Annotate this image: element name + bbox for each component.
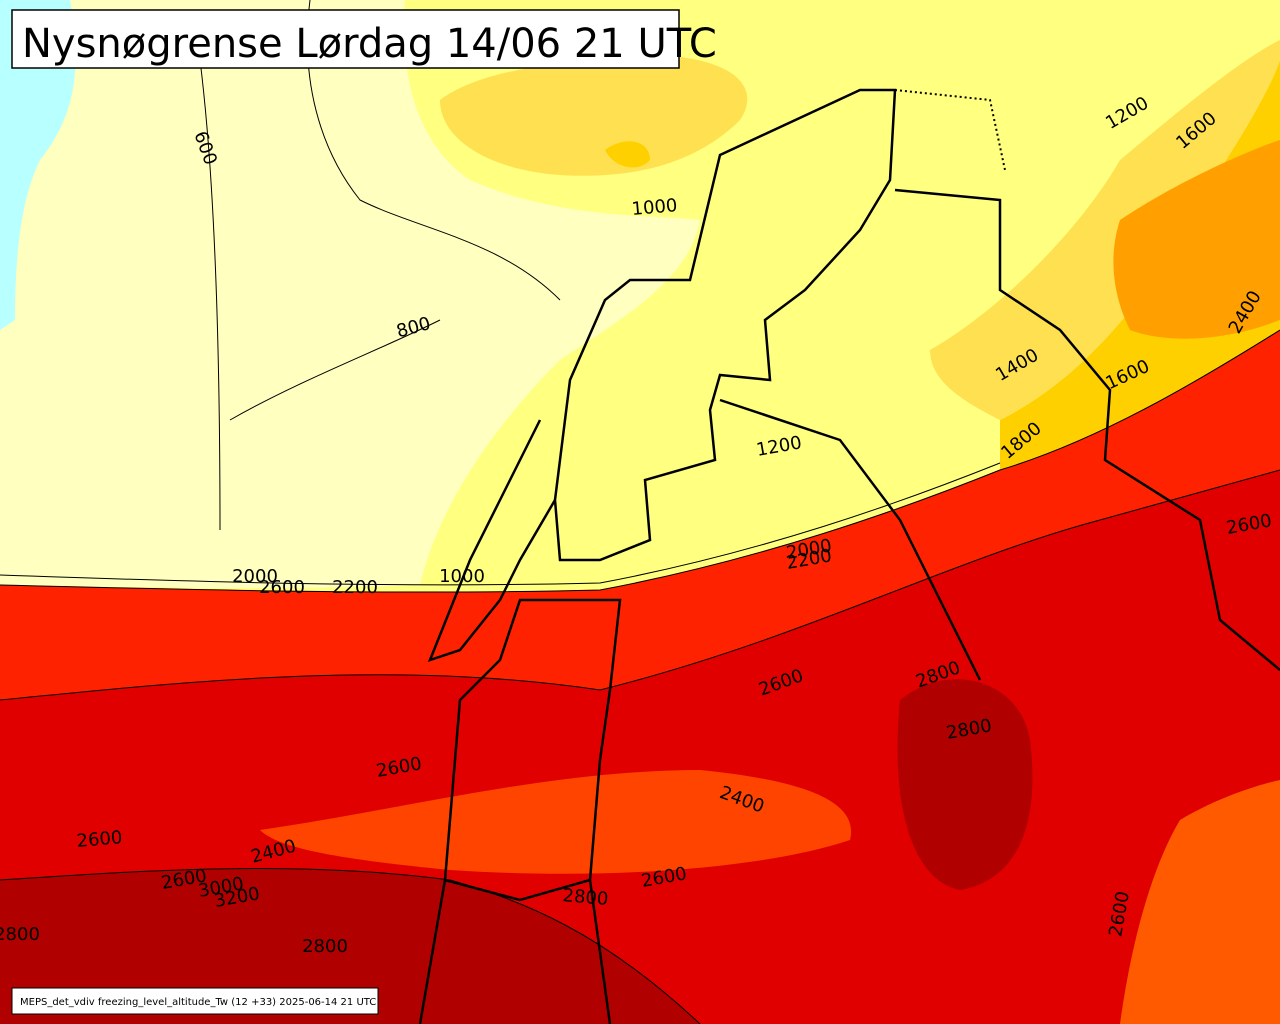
- title-box: [11, 9, 680, 69]
- contour: [0, 462, 1001, 586]
- contour-label: 1000: [439, 566, 485, 587]
- contour-label: 1000: [631, 195, 678, 220]
- footer-box: [11, 987, 379, 1015]
- border: [553, 88, 897, 562]
- field-light-gold: [930, 40, 1280, 420]
- contour-label: 2600: [259, 577, 305, 598]
- contour-label: 2800: [562, 885, 609, 910]
- field-gold: [605, 141, 650, 168]
- contour-label: 2600: [76, 827, 123, 852]
- field-orange-red: [1120, 780, 1280, 1024]
- field-darkest: [897, 679, 1033, 890]
- border-dotted: [894, 89, 1006, 171]
- field-pale-yellow: [0, 0, 700, 589]
- contour: [307, 0, 561, 301]
- contour: [0, 867, 701, 1024]
- contour: [0, 329, 1280, 593]
- field-gold: [1000, 60, 1280, 470]
- contour: [199, 59, 221, 531]
- contour-label: 2000: [232, 566, 278, 587]
- field-darkest: [0, 868, 700, 1024]
- contour: [229, 319, 441, 421]
- border: [418, 879, 612, 1024]
- border: [427, 419, 557, 663]
- footer-caption: MEPS_det_vdiv freezing_level_altitude_Tw…: [20, 997, 376, 1008]
- borders: [418, 88, 1280, 1024]
- border: [719, 398, 982, 681]
- contour-label: 2200: [332, 577, 378, 598]
- contour-label: 2800: [0, 924, 40, 945]
- border: [443, 598, 622, 902]
- field-light-gold: [440, 55, 748, 176]
- field-orange: [1113, 140, 1280, 339]
- title: Nysnøgrense Lørdag 14/06 21 UTC: [22, 21, 717, 67]
- contour-label: 2800: [302, 936, 348, 957]
- border: [894, 188, 1280, 671]
- field-cyan: [0, 0, 76, 330]
- field-orange-red: [260, 770, 852, 874]
- contour: [0, 469, 1280, 701]
